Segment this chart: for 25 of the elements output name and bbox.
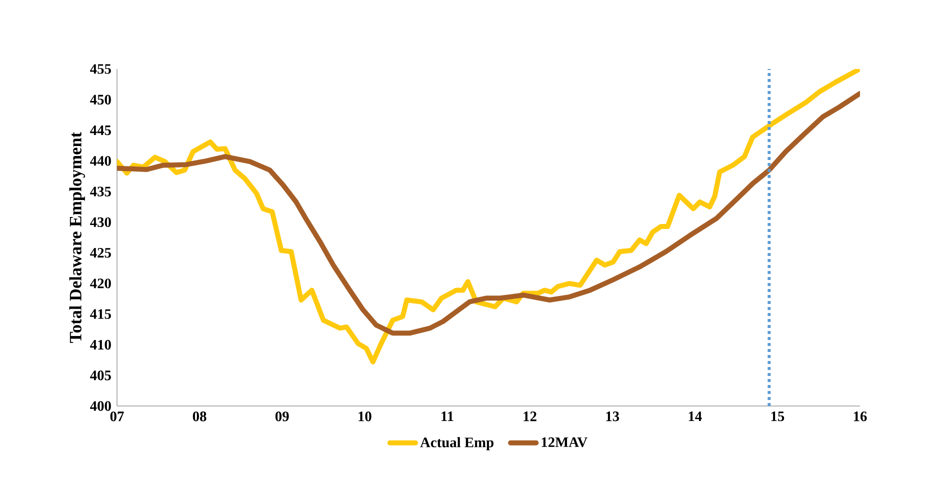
y-tick-label: 415 xyxy=(90,309,111,319)
legend-label: Actual Emp xyxy=(420,437,494,450)
y-tick-label: 430 xyxy=(90,217,111,228)
y-tick-label: 455 xyxy=(90,64,111,74)
x-tick-label: 10 xyxy=(358,412,372,422)
x-tick-label: 12 xyxy=(524,412,536,422)
x-tick-label: 14 xyxy=(688,412,702,422)
x-tick-label: 07 xyxy=(110,412,124,422)
x-tick-label: 13 xyxy=(606,412,620,422)
y-tick-label: 435 xyxy=(90,186,111,196)
y-tick-label: 400 xyxy=(90,401,111,411)
legend-label: 12MAV xyxy=(542,437,588,448)
y-tick-label: 410 xyxy=(90,340,111,350)
y-tick-label: 420 xyxy=(90,278,111,288)
x-tick-label: 09 xyxy=(275,412,289,422)
x-tick-label: 11 xyxy=(442,412,454,422)
x-tick-label: 08 xyxy=(192,412,206,422)
x-tick-label: 16 xyxy=(854,412,867,422)
y-tick-label: 425 xyxy=(90,248,111,258)
y-tick-label: 445 xyxy=(90,125,111,136)
x-tick-label: 15 xyxy=(771,412,784,422)
y-tick-label: 450 xyxy=(90,94,111,104)
y-tick-label: 440 xyxy=(90,156,111,166)
y-tick-label: 405 xyxy=(90,370,111,380)
y-axis-title: Total Delaware Employment xyxy=(69,132,86,343)
